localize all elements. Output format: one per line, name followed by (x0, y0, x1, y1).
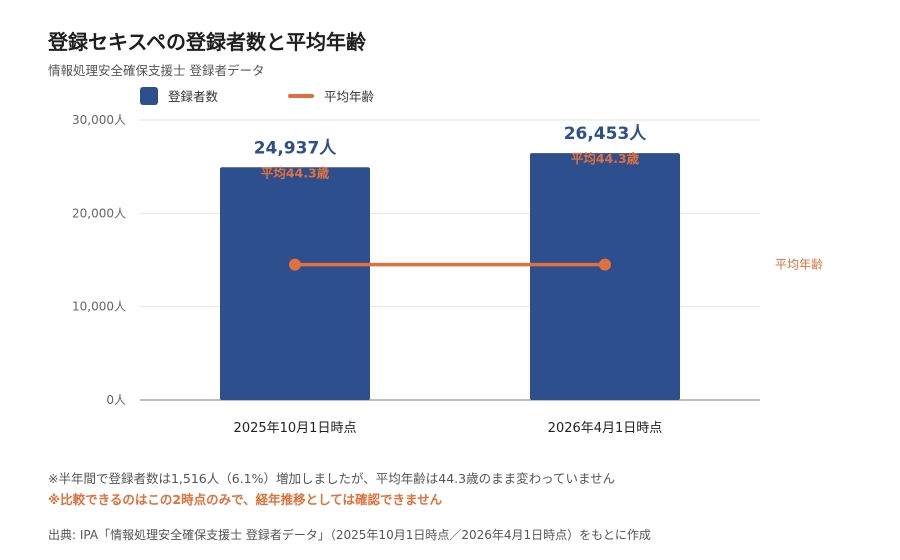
note-caution: ※比較できるのはこの2時点のみで、経年推移としては確認できません (48, 492, 443, 507)
y-tick-label: 0人 (106, 393, 126, 407)
legend-item-registrants: 登録者数 (140, 86, 218, 105)
age-data-label: 平均44.3歳 (261, 165, 330, 180)
chart-subtitle: 情報処理安全確保支援士 登録者データ (48, 63, 265, 78)
average-age-point (289, 258, 301, 271)
average-age-point (599, 258, 611, 271)
note-increase: ※半年間で登録者数は1,516人（6.1%）増加しましたが、平均年齢は44.3歳… (48, 471, 616, 486)
legend-line-swatch (288, 93, 315, 98)
x-tick-label: 2026年4月1日時点 (548, 421, 663, 436)
legend-bar-swatch (140, 86, 158, 105)
y-tick-label: 10,000人 (72, 300, 126, 314)
bar (220, 167, 370, 400)
legend-item-average-age: 平均年齢 (288, 86, 374, 105)
y-tick-label: 20,000人 (72, 206, 126, 220)
secondary-axis-label: 平均年齢 (775, 257, 823, 272)
chart-title: 登録セキスペの登録者数と平均年齢 (48, 30, 366, 54)
y-tick-label: 30,000人 (72, 113, 126, 127)
legend-line-label: 平均年齢 (324, 89, 375, 104)
legend: 登録者数 平均年齢 (140, 86, 444, 105)
bar (530, 153, 680, 400)
bar-value-label: 26,453人 (564, 124, 648, 144)
legend-bar-label: 登録者数 (168, 89, 219, 104)
source-citation: 出典: IPA「情報処理安全確保支援士 登録者データ」（2025年10月1日時点… (48, 528, 651, 542)
x-tick-label: 2025年10月1日時点 (234, 421, 357, 436)
age-data-label: 平均44.3歳 (571, 151, 640, 166)
bar-value-label: 24,937人 (254, 138, 338, 158)
